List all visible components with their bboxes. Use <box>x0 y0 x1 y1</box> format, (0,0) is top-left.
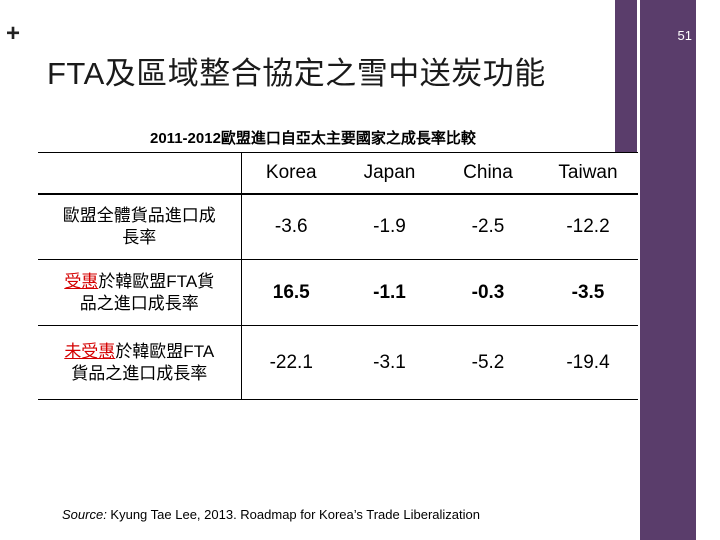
table-cell: -12.2 <box>538 193 638 260</box>
table-cell: -3.6 <box>241 193 341 260</box>
column-header-taiwan: Taiwan <box>538 152 638 195</box>
row-label-line2: 長率 <box>122 227 157 247</box>
decorative-sidebar-strip <box>615 0 637 152</box>
column-header-japan: Japan <box>341 152 438 195</box>
row-label-line2: 貨品之進口成長率 <box>71 363 208 383</box>
row-label-highlight: 受惠 <box>64 271 99 291</box>
row-label: 未受惠於韓歐盟FTA 貨品之進口成長率 <box>38 325 242 400</box>
slide-title: FTA及區域整合協定之雪中送炭功能 <box>47 56 546 91</box>
column-header-korea: Korea <box>241 152 341 195</box>
row-label-line1: 於韓歐盟FTA貨 <box>98 271 215 291</box>
table-row: 歐盟全體貨品進口成 長率 -3.6 -1.9 -2.5 -12.2 <box>38 193 638 260</box>
row-label: 受惠於韓歐盟FTA貨 品之進口成長率 <box>38 259 242 326</box>
table-cell: -0.3 <box>438 259 538 326</box>
column-header-china: China <box>438 152 538 195</box>
table-corner-cell <box>38 152 242 195</box>
table-row: 未受惠於韓歐盟FTA 貨品之進口成長率 -22.1 -3.1 -5.2 -19.… <box>38 325 638 400</box>
table-cell: 16.5 <box>241 259 341 326</box>
table-header-row: Korea Japan China Taiwan <box>38 152 638 195</box>
table-cell: -1.9 <box>341 193 438 260</box>
table-cell: -19.4 <box>538 325 638 400</box>
growth-rate-table: Korea Japan China Taiwan 歐盟全體貨品進口成 長率 -3… <box>38 152 638 400</box>
table-cell: -1.1 <box>341 259 438 326</box>
table-cell: -3.1 <box>341 325 438 400</box>
row-label-highlight: 未受惠 <box>64 341 116 361</box>
slide-number: 51 <box>677 28 692 43</box>
plus-icon: + <box>6 20 21 47</box>
row-label: 歐盟全體貨品進口成 長率 <box>38 193 242 260</box>
table-cell: -2.5 <box>438 193 538 260</box>
table-row: 受惠於韓歐盟FTA貨 品之進口成長率 16.5 -1.1 -0.3 -3.5 <box>38 259 638 326</box>
source-note: Source: Kyung Tae Lee, 2013. Roadmap for… <box>62 507 480 522</box>
source-text: Kyung Tae Lee, 2013. Roadmap for Korea’s… <box>106 507 480 522</box>
row-label-line2: 品之進口成長率 <box>79 293 199 313</box>
row-label-line1: 歐盟全體貨品進口成 <box>62 205 216 225</box>
row-label-line1: 於韓歐盟FTA <box>115 341 215 361</box>
table-cell: -3.5 <box>538 259 638 326</box>
source-prefix: Source: <box>62 507 107 522</box>
table-cell: -5.2 <box>438 325 538 400</box>
table-caption: 2011-2012歐盟進口自亞太主要國家之成長率比較 <box>150 130 476 147</box>
decorative-sidebar-band <box>640 0 696 540</box>
table-cell: -22.1 <box>241 325 341 400</box>
